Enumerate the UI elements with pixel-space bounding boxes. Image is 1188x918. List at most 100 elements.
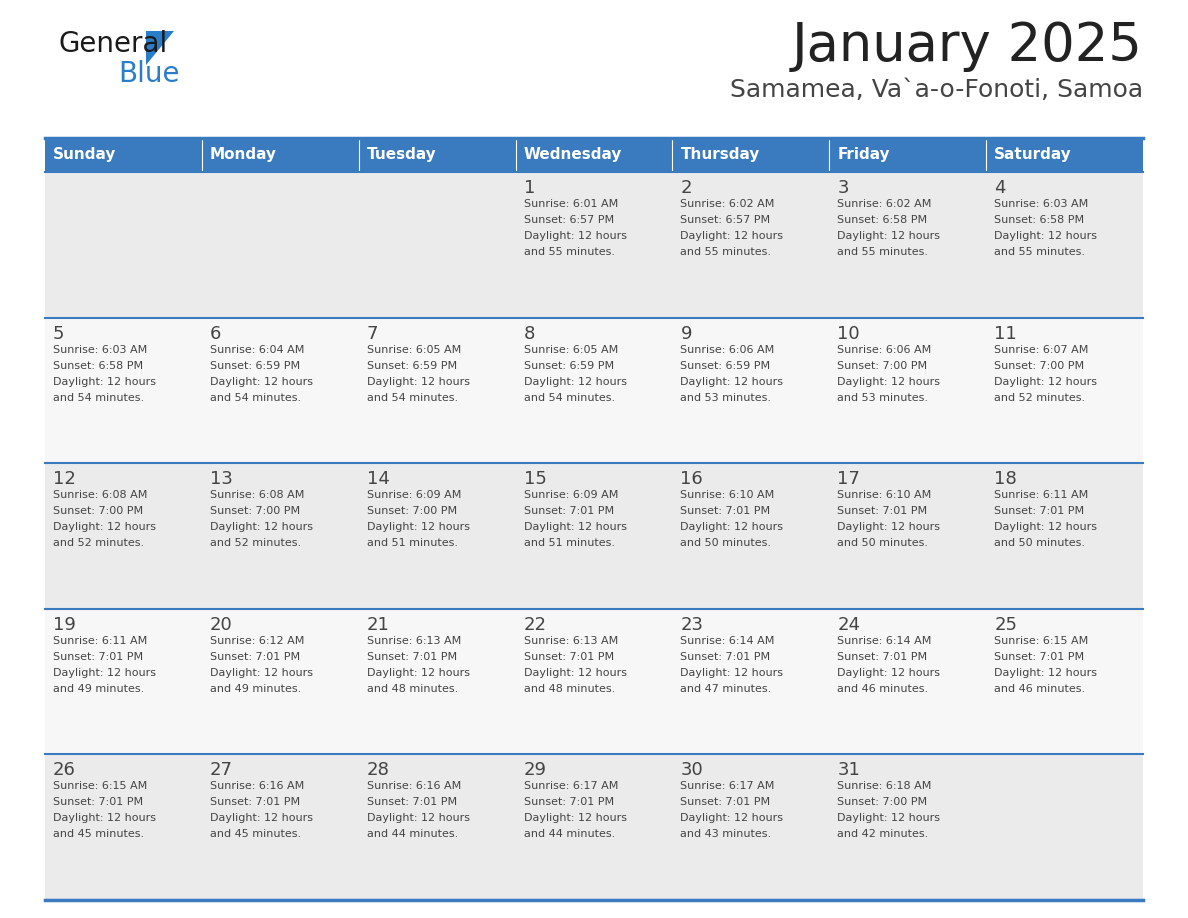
- Text: Sunset: 7:01 PM: Sunset: 7:01 PM: [367, 798, 457, 808]
- Bar: [829, 609, 986, 755]
- Text: Sunrise: 6:03 AM: Sunrise: 6:03 AM: [53, 344, 147, 354]
- Text: 23: 23: [681, 616, 703, 633]
- Text: 7: 7: [367, 325, 378, 342]
- Text: 25: 25: [994, 616, 1017, 633]
- Text: Sunset: 7:01 PM: Sunset: 7:01 PM: [524, 798, 614, 808]
- Text: Daylight: 12 hours: Daylight: 12 hours: [681, 813, 783, 823]
- Text: Sunrise: 6:05 AM: Sunrise: 6:05 AM: [367, 344, 461, 354]
- Text: Sunset: 6:59 PM: Sunset: 6:59 PM: [681, 361, 771, 371]
- Text: Daylight: 12 hours: Daylight: 12 hours: [53, 376, 156, 386]
- Bar: [45, 172, 202, 318]
- Bar: [986, 172, 1143, 318]
- Text: 17: 17: [838, 470, 860, 488]
- Text: Sunrise: 6:14 AM: Sunrise: 6:14 AM: [838, 636, 931, 645]
- Text: Sunset: 7:00 PM: Sunset: 7:00 PM: [367, 506, 457, 516]
- Text: 24: 24: [838, 616, 860, 633]
- Bar: [202, 755, 359, 900]
- Text: and 52 minutes.: and 52 minutes.: [994, 393, 1086, 403]
- Bar: [672, 138, 829, 172]
- Bar: [359, 318, 516, 464]
- Text: Sunset: 6:59 PM: Sunset: 6:59 PM: [524, 361, 614, 371]
- Bar: [986, 755, 1143, 900]
- Bar: [516, 755, 672, 900]
- Bar: [672, 464, 829, 609]
- Bar: [829, 172, 986, 318]
- Text: Daylight: 12 hours: Daylight: 12 hours: [994, 376, 1098, 386]
- Text: 4: 4: [994, 179, 1006, 197]
- Text: and 54 minutes.: and 54 minutes.: [524, 393, 614, 403]
- Text: Sunset: 7:01 PM: Sunset: 7:01 PM: [838, 652, 928, 662]
- Bar: [516, 318, 672, 464]
- Text: and 49 minutes.: and 49 minutes.: [210, 684, 301, 694]
- Text: Daylight: 12 hours: Daylight: 12 hours: [681, 376, 783, 386]
- Bar: [672, 755, 829, 900]
- Text: Sunrise: 6:09 AM: Sunrise: 6:09 AM: [367, 490, 461, 500]
- Text: Thursday: Thursday: [681, 148, 760, 162]
- Text: Sunrise: 6:16 AM: Sunrise: 6:16 AM: [210, 781, 304, 791]
- Text: 8: 8: [524, 325, 535, 342]
- Text: Sunrise: 6:12 AM: Sunrise: 6:12 AM: [210, 636, 304, 645]
- Text: 1: 1: [524, 179, 535, 197]
- Text: Daylight: 12 hours: Daylight: 12 hours: [210, 667, 312, 677]
- Bar: [359, 755, 516, 900]
- Text: Sunset: 6:57 PM: Sunset: 6:57 PM: [524, 215, 614, 225]
- Bar: [672, 609, 829, 755]
- Text: Sunrise: 6:13 AM: Sunrise: 6:13 AM: [367, 636, 461, 645]
- Text: Sunday: Sunday: [53, 148, 116, 162]
- Bar: [45, 609, 202, 755]
- Text: and 46 minutes.: and 46 minutes.: [994, 684, 1086, 694]
- Text: Daylight: 12 hours: Daylight: 12 hours: [838, 231, 940, 241]
- Bar: [829, 464, 986, 609]
- Text: Sunset: 7:00 PM: Sunset: 7:00 PM: [53, 506, 143, 516]
- Text: and 50 minutes.: and 50 minutes.: [681, 538, 771, 548]
- Bar: [202, 172, 359, 318]
- Text: Sunset: 7:00 PM: Sunset: 7:00 PM: [994, 361, 1085, 371]
- Text: Daylight: 12 hours: Daylight: 12 hours: [367, 813, 469, 823]
- Bar: [672, 172, 829, 318]
- Text: 28: 28: [367, 761, 390, 779]
- Text: Sunset: 7:01 PM: Sunset: 7:01 PM: [681, 652, 771, 662]
- Bar: [516, 464, 672, 609]
- Text: General: General: [58, 30, 168, 58]
- Text: and 53 minutes.: and 53 minutes.: [681, 393, 771, 403]
- Text: Daylight: 12 hours: Daylight: 12 hours: [53, 667, 156, 677]
- Text: Daylight: 12 hours: Daylight: 12 hours: [210, 376, 312, 386]
- Bar: [202, 464, 359, 609]
- Text: 6: 6: [210, 325, 221, 342]
- Text: and 44 minutes.: and 44 minutes.: [367, 829, 457, 839]
- Bar: [986, 609, 1143, 755]
- Text: Daylight: 12 hours: Daylight: 12 hours: [210, 813, 312, 823]
- Text: Sunrise: 6:09 AM: Sunrise: 6:09 AM: [524, 490, 618, 500]
- Text: Daylight: 12 hours: Daylight: 12 hours: [838, 667, 940, 677]
- Text: and 50 minutes.: and 50 minutes.: [994, 538, 1085, 548]
- Text: and 55 minutes.: and 55 minutes.: [524, 247, 614, 257]
- Text: Friday: Friday: [838, 148, 890, 162]
- Text: Daylight: 12 hours: Daylight: 12 hours: [53, 522, 156, 532]
- Text: Sunset: 6:59 PM: Sunset: 6:59 PM: [367, 361, 457, 371]
- Text: Daylight: 12 hours: Daylight: 12 hours: [994, 522, 1098, 532]
- Bar: [359, 138, 516, 172]
- Text: and 42 minutes.: and 42 minutes.: [838, 829, 929, 839]
- Text: Sunrise: 6:06 AM: Sunrise: 6:06 AM: [838, 344, 931, 354]
- Text: Sunset: 7:01 PM: Sunset: 7:01 PM: [681, 798, 771, 808]
- Text: Sunrise: 6:02 AM: Sunrise: 6:02 AM: [838, 199, 931, 209]
- Bar: [829, 138, 986, 172]
- Text: 30: 30: [681, 761, 703, 779]
- Text: Sunset: 7:00 PM: Sunset: 7:00 PM: [210, 506, 301, 516]
- Text: Daylight: 12 hours: Daylight: 12 hours: [681, 667, 783, 677]
- Bar: [45, 318, 202, 464]
- Text: Sunset: 7:01 PM: Sunset: 7:01 PM: [210, 652, 301, 662]
- Text: Daylight: 12 hours: Daylight: 12 hours: [838, 376, 940, 386]
- Bar: [202, 318, 359, 464]
- Text: Saturday: Saturday: [994, 148, 1072, 162]
- Bar: [45, 755, 202, 900]
- Text: Sunset: 6:58 PM: Sunset: 6:58 PM: [838, 215, 928, 225]
- Text: Sunset: 7:01 PM: Sunset: 7:01 PM: [994, 506, 1085, 516]
- Text: Daylight: 12 hours: Daylight: 12 hours: [367, 376, 469, 386]
- Text: Daylight: 12 hours: Daylight: 12 hours: [367, 667, 469, 677]
- Text: Sunrise: 6:15 AM: Sunrise: 6:15 AM: [994, 636, 1088, 645]
- Text: and 48 minutes.: and 48 minutes.: [367, 684, 457, 694]
- Bar: [45, 464, 202, 609]
- Text: Sunset: 7:01 PM: Sunset: 7:01 PM: [367, 652, 457, 662]
- Text: Daylight: 12 hours: Daylight: 12 hours: [994, 667, 1098, 677]
